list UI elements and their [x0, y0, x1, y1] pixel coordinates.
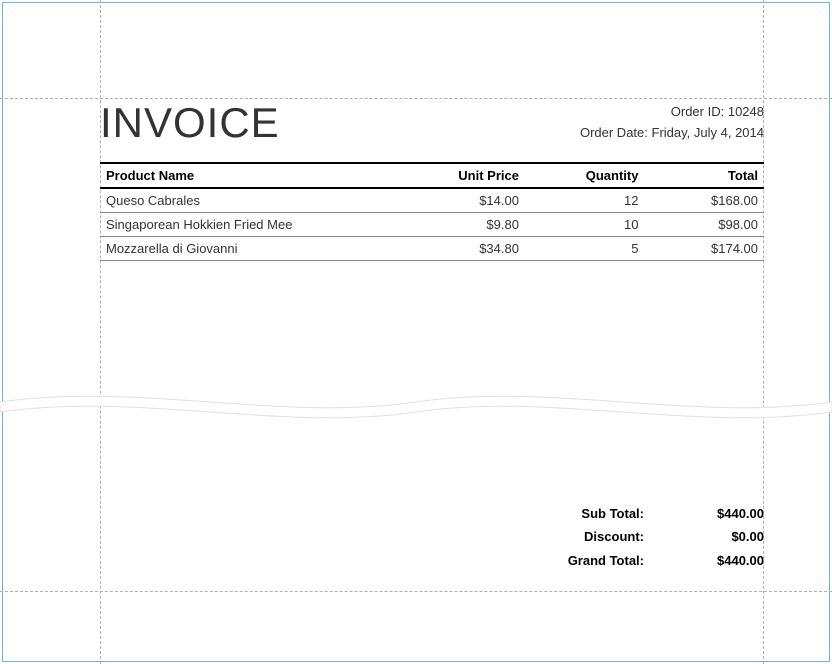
cell-total: $168.00: [644, 188, 764, 213]
cell-total: $174.00: [644, 237, 764, 261]
table-row: Singaporean Hokkien Fried Mee $9.80 10 $…: [100, 213, 764, 237]
cell-product-name: Mozzarella di Giovanni: [100, 237, 392, 261]
cell-quantity: 5: [525, 237, 645, 261]
col-header-unit-price: Unit Price: [392, 163, 525, 188]
table-body: Queso Cabrales $14.00 12 $168.00 Singapo…: [100, 188, 764, 261]
order-date-label: Order Date:: [580, 125, 648, 140]
invoice-title: INVOICE: [100, 102, 280, 144]
order-id-value: 10248: [728, 104, 764, 119]
cell-unit-price: $14.00: [392, 188, 525, 213]
col-header-product-name: Product Name: [100, 163, 392, 188]
invoice-header: INVOICE Order ID: 10248 Order Date: Frid…: [100, 98, 764, 144]
grandtotal-value: $440.00: [684, 549, 764, 572]
cell-product-name: Queso Cabrales: [100, 188, 392, 213]
discount-row: Discount: $0.00: [544, 525, 764, 548]
cell-quantity: 10: [525, 213, 645, 237]
subtotal-label: Sub Total:: [544, 502, 644, 525]
items-table: Product Name Unit Price Quantity Total Q…: [100, 162, 764, 261]
grandtotal-label: Grand Total:: [544, 549, 644, 572]
order-id-label: Order ID:: [671, 104, 724, 119]
order-id-line: Order ID: 10248: [580, 102, 764, 123]
order-date-line: Order Date: Friday, July 4, 2014: [580, 123, 764, 144]
cell-product-name: Singaporean Hokkien Fried Mee: [100, 213, 392, 237]
totals-block: Sub Total: $440.00 Discount: $0.00 Grand…: [544, 502, 764, 572]
cell-unit-price: $9.80: [392, 213, 525, 237]
subtotal-value: $440.00: [684, 502, 764, 525]
col-header-quantity: Quantity: [525, 163, 645, 188]
order-meta: Order ID: 10248 Order Date: Friday, July…: [580, 102, 764, 144]
discount-label: Discount:: [544, 525, 644, 548]
grandtotal-row: Grand Total: $440.00: [544, 549, 764, 572]
discount-value: $0.00: [684, 525, 764, 548]
cell-quantity: 12: [525, 188, 645, 213]
cell-total: $98.00: [644, 213, 764, 237]
order-date-value: Friday, July 4, 2014: [652, 125, 764, 140]
col-header-total: Total: [644, 163, 764, 188]
table-row: Queso Cabrales $14.00 12 $168.00: [100, 188, 764, 213]
cell-unit-price: $34.80: [392, 237, 525, 261]
table-row: Mozzarella di Giovanni $34.80 5 $174.00: [100, 237, 764, 261]
subtotal-row: Sub Total: $440.00: [544, 502, 764, 525]
table-header-row: Product Name Unit Price Quantity Total: [100, 163, 764, 188]
